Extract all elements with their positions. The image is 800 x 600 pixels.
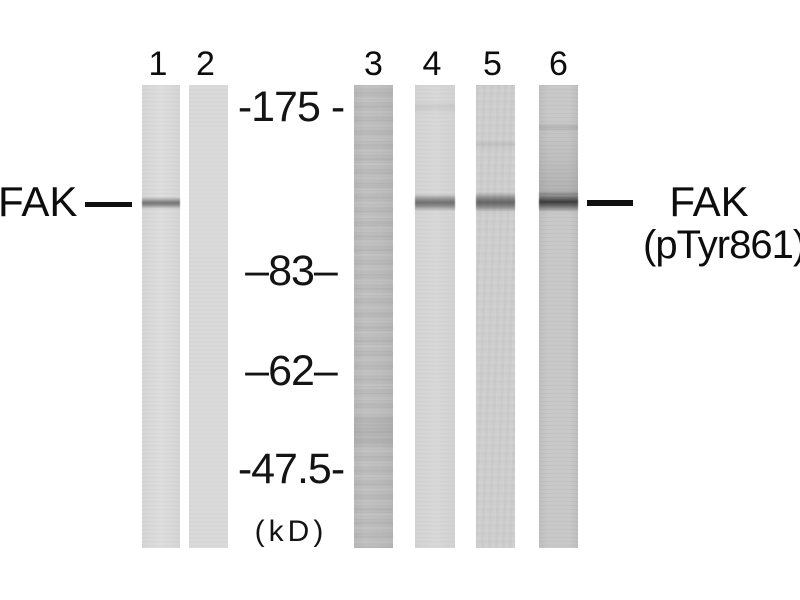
- lane-strip-6: [539, 85, 578, 548]
- background-shade-lane6: [539, 115, 578, 195]
- left-band-label: FAK: [0, 178, 78, 225]
- right-band-label-protein: FAK: [669, 178, 749, 225]
- lane-strip-2: [189, 85, 228, 548]
- lane-number-3: 3: [364, 45, 383, 83]
- protein-band-lane1: [142, 197, 180, 209]
- mw-marker-62: –62–: [245, 347, 338, 395]
- protein-band-lane4: [415, 194, 455, 211]
- protein-band-lane5: [476, 192, 515, 212]
- background-smudge-lane3: [354, 415, 393, 445]
- right-pointer-line: [587, 200, 633, 206]
- lane-number-1: 1: [148, 45, 168, 83]
- protein-band-lane6: [539, 191, 578, 212]
- lane-number-4: 4: [422, 45, 442, 83]
- background-smudge-lane4: [415, 101, 455, 113]
- lane-strip-4: [415, 85, 455, 548]
- right-band-label: FAK (pTyr861): [643, 178, 800, 267]
- faint-streak-lane6: [539, 123, 578, 132]
- mw-marker-83: –83–: [245, 247, 338, 295]
- lane-strip-5: [476, 85, 515, 548]
- left-pointer-line: [85, 202, 132, 207]
- lane-number-6: 6: [549, 45, 568, 83]
- faint-streak-lane5: [476, 140, 515, 149]
- lane-strip-1: [142, 85, 180, 548]
- right-band-label-phospho-site: (pTyr861): [643, 223, 800, 267]
- lane-number-2: 2: [196, 45, 215, 83]
- kd-unit-label: (kD): [254, 515, 328, 548]
- lane-number-5: 5: [483, 45, 502, 83]
- mw-marker-175: -175 -: [237, 83, 345, 131]
- mw-marker-47-5: -47.5-: [237, 445, 345, 493]
- lane-strip-3: [354, 85, 393, 548]
